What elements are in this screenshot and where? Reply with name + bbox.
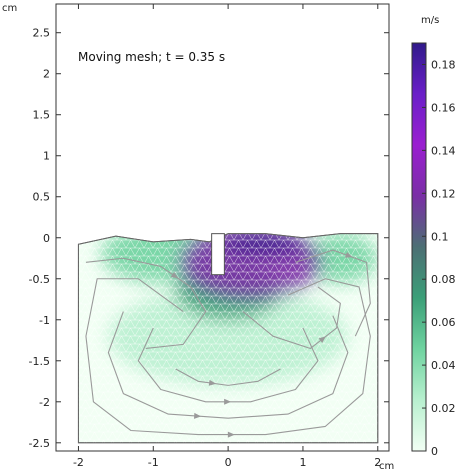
fluid-domain-outline — [77, 233, 379, 444]
y-tick-label-8: -1.5 — [29, 355, 50, 368]
x-tick-label-4: 2 — [374, 456, 381, 469]
streamline-1 — [107, 311, 349, 419]
streamline-arrow-3 — [170, 271, 179, 279]
axes: 2.5 2 1.5 1 0.5 0 -0.5 -1 -1.5 -2 -2.5 -2 -1 0 1 2 — [29, 4, 389, 469]
obstacle-block — [211, 233, 225, 276]
streamline-arrow-0 — [227, 431, 235, 438]
colorbar-tick-label-9: 0.18 — [431, 58, 456, 71]
streamline-arrow-2 — [224, 398, 232, 405]
colorbar-gradient — [411, 42, 427, 452]
colorbar-tick-label-4: 0.08 — [431, 273, 456, 286]
colorbar-unit-label: m/s — [421, 15, 439, 26]
colorbar-tick-label-3: 0.06 — [431, 316, 456, 329]
x-tick-label-2: 0 — [225, 456, 232, 469]
x-tick-label-0: -2 — [73, 456, 84, 469]
streamline-5 — [175, 368, 281, 386]
colorbar-tick-label-8: 0.16 — [431, 101, 456, 114]
y-tick-label-1: 2 — [43, 68, 50, 81]
y-tick-label-5: 0 — [43, 232, 50, 245]
chart-annotation: Moving mesh; t = 0.35 s — [78, 50, 225, 64]
speed-field — [78, 233, 378, 443]
x-tick-label-3: 1 — [299, 456, 306, 469]
y-tick-label-3: 1 — [43, 150, 50, 163]
y-tick-label-6: -0.5 — [29, 273, 50, 286]
streamline-6 — [295, 249, 371, 337]
obstacle — [211, 233, 225, 276]
streamline-arrow-6 — [344, 252, 353, 258]
y-tick-label-10: -2.5 — [29, 437, 50, 450]
y-tick-label-0: 2.5 — [33, 27, 51, 40]
fluid-domain — [77, 233, 379, 444]
streamline-arrow-4 — [318, 336, 326, 344]
colorbar: 0 0.02 0.04 0.06 0.08 0.1 0.12 0.14 0.16 0.18 — [411, 42, 456, 458]
colorbar-tick-label-7: 0.14 — [431, 144, 456, 157]
y-tick-label-2: 1.5 — [33, 109, 51, 122]
colorbar-tick-label-0: 0 — [431, 445, 438, 458]
y-tick-label-7: -1 — [39, 314, 50, 327]
mesh-overlay — [78, 233, 378, 443]
colorbar-tick-label-5: 0.1 — [431, 230, 449, 243]
colorbar-tick-label-1: 0.02 — [431, 402, 456, 415]
y-tick-label-4: 0.5 — [33, 191, 51, 204]
colorbar-tick-label-2: 0.04 — [431, 359, 456, 372]
x-axis-unit-label: cm — [379, 461, 394, 472]
streamline-arrow-5 — [208, 379, 217, 386]
streamline-3 — [85, 257, 207, 350]
y-axis-unit-label: cm — [2, 3, 17, 14]
x-tick-label-1: -1 — [148, 456, 159, 469]
y-tick-label-9: -2 — [39, 396, 50, 409]
colorbar-tick-label-6: 0.12 — [431, 187, 456, 200]
streamlines — [85, 249, 371, 438]
streamline-arrow-1 — [193, 412, 202, 419]
